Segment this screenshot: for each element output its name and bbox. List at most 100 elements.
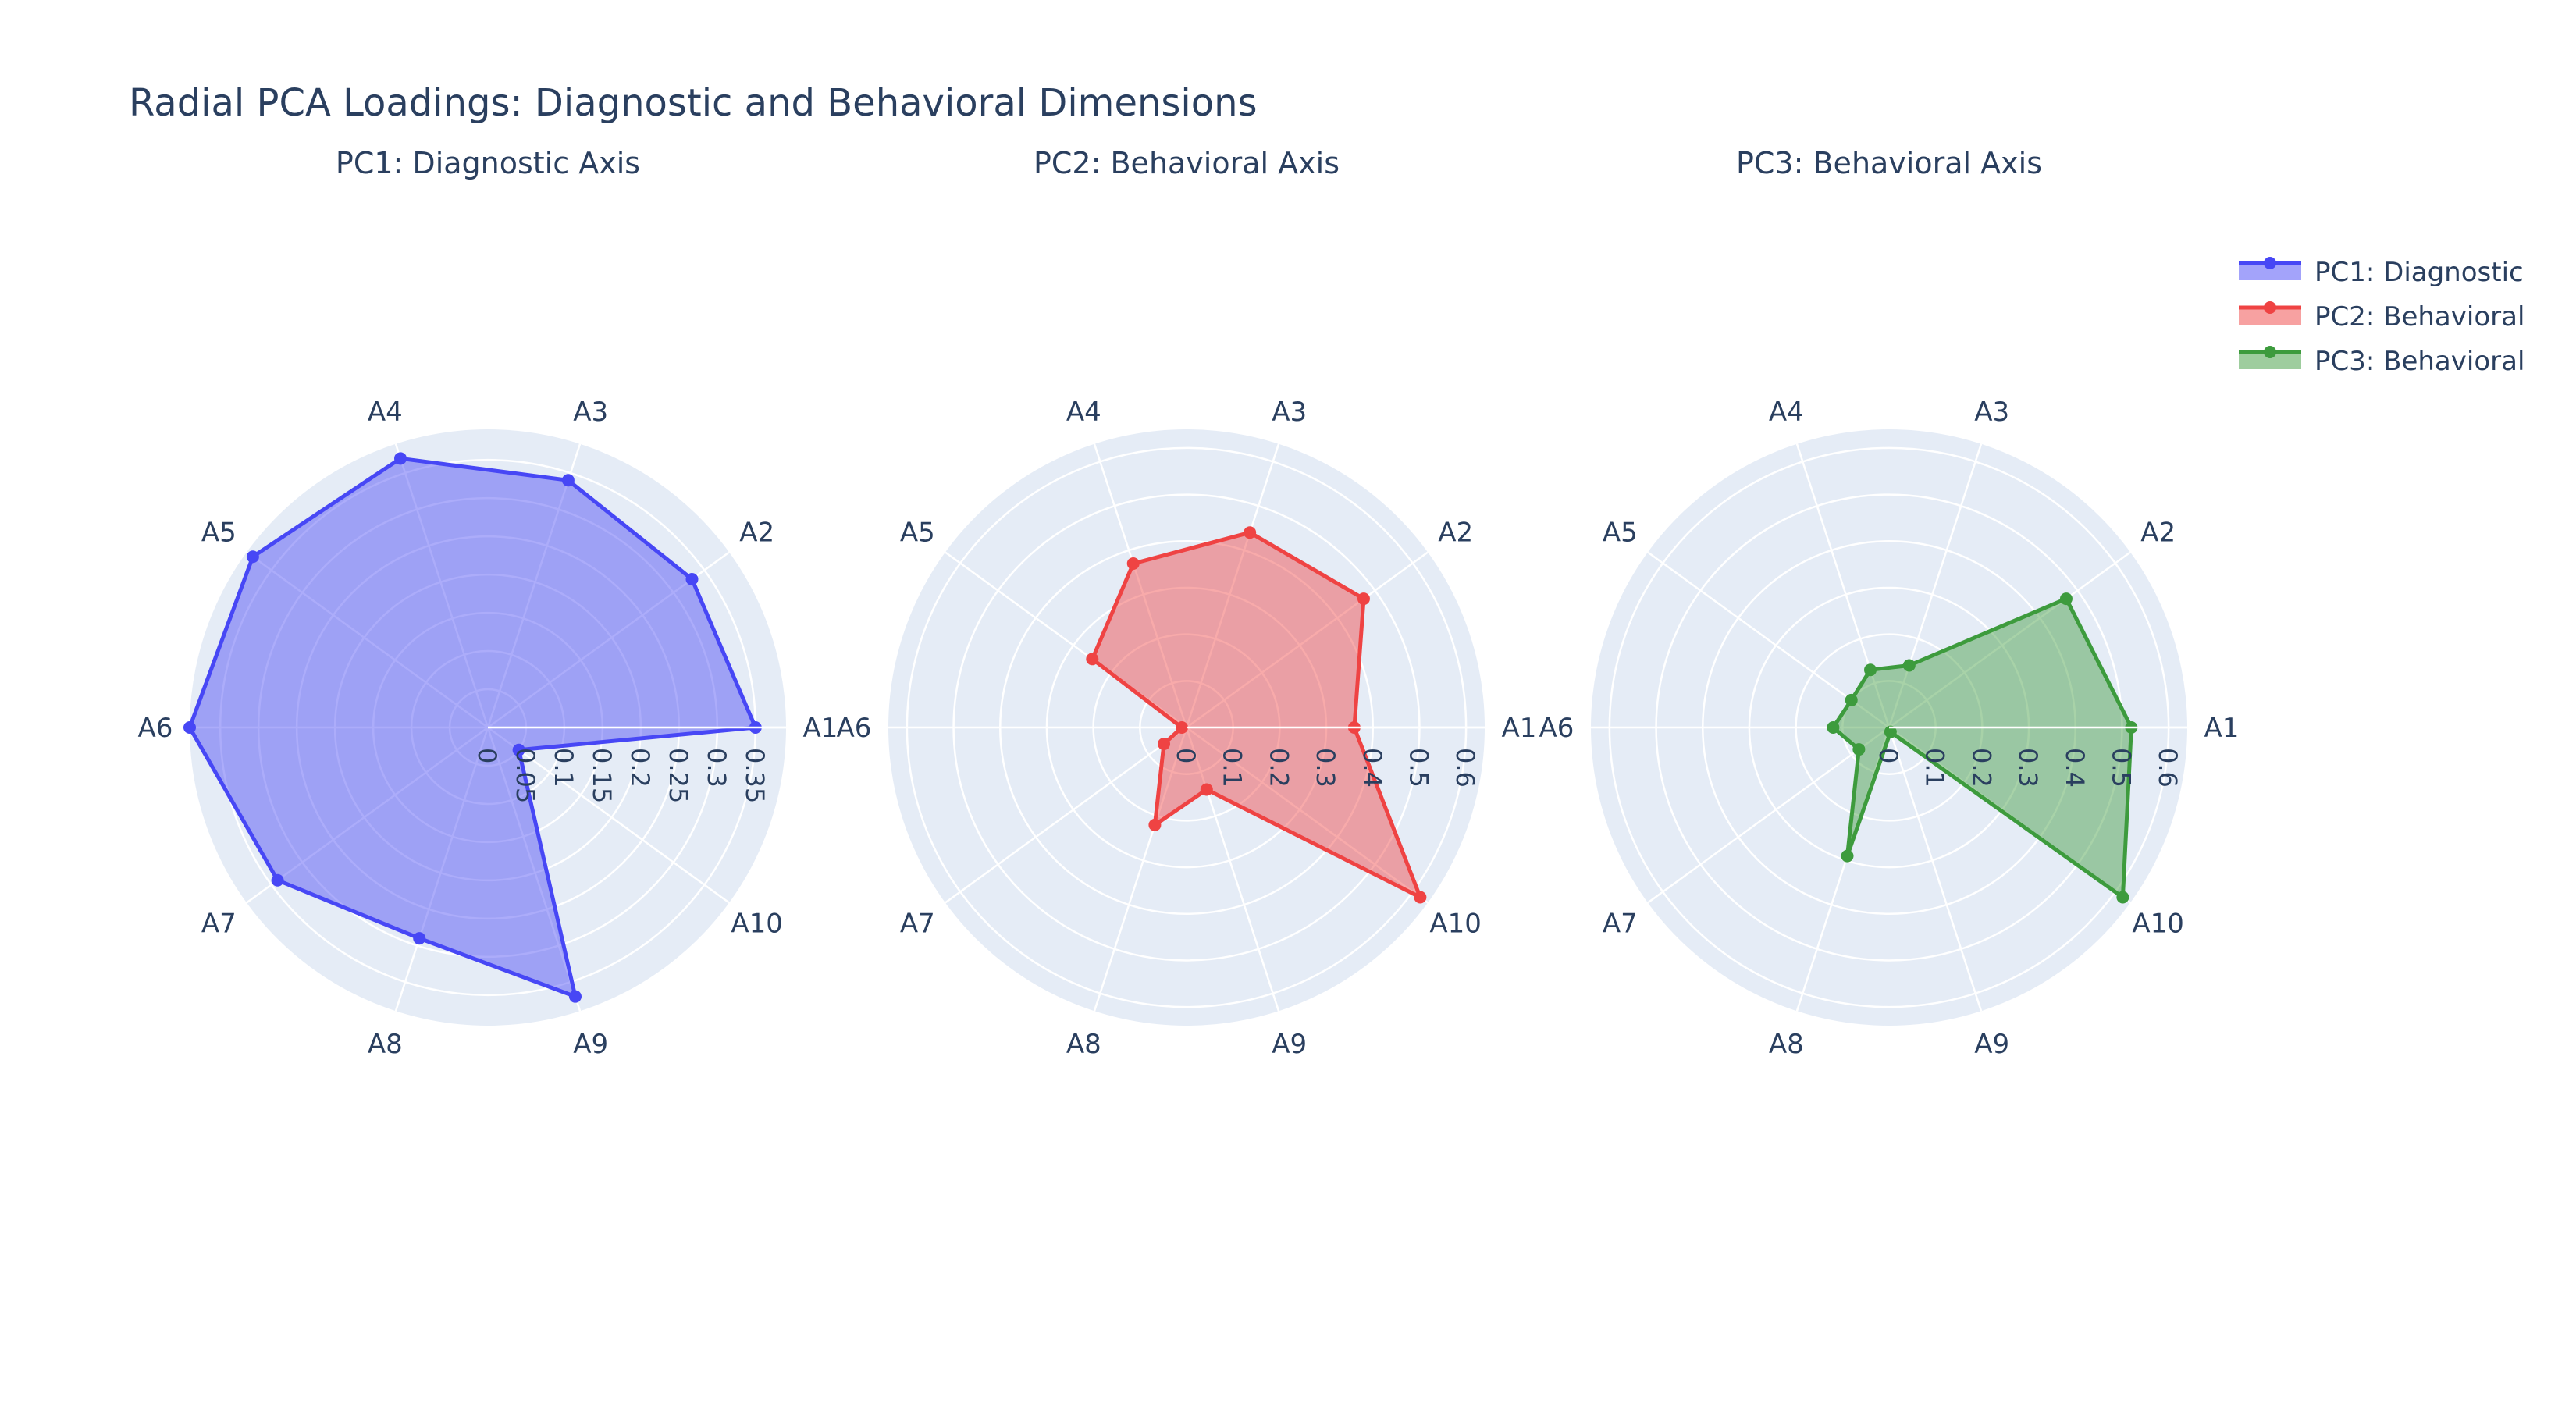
radial-tick-label: 0.5 [1404,748,1433,788]
radial-tick-label: 0.3 [2013,748,2043,788]
angular-gridline [1888,727,1983,1012]
polar-subplot-1: PC1: Diagnostic Axis A1 A2 A3 A4 A5 A6 A7 A8 A9 A1… [138,146,838,1060]
data-point-A2 [1357,592,1370,606]
subplot-title: PC3: Behavioral Axis [1736,146,2042,180]
legend-label: PC2: Behavioral [2314,301,2524,333]
radial-tick-label: 0.6 [2153,748,2183,788]
data-point-A3 [561,474,575,487]
data-point-A6 [1827,721,1840,734]
data-point-A8 [1148,818,1162,831]
angular-tick-label: A5 [900,518,935,549]
data-point-A4 [1864,663,1877,677]
series-area [1833,599,2132,898]
angular-tick-label: A5 [201,518,237,549]
angular-gridline [486,727,582,1012]
data-point-A10 [512,743,525,756]
radial-tick-label: 0.5 [2106,748,2136,788]
angular-tick-label: A6 [138,713,173,744]
angular-tick-label: A2 [2140,518,2176,549]
legend-marker [2264,346,2276,358]
legend-marker [2264,257,2276,269]
angular-tick-label: A1 [2204,713,2240,744]
radial-tick-label: 0.1 [1920,748,1950,788]
radial-tick-label: 0 [1873,748,1903,763]
series-area [190,458,756,997]
angular-tick-label: A8 [1066,1029,1101,1060]
angular-gridline [1186,726,1429,904]
angular-gridline [1185,727,1280,1012]
angular-tick-label: A4 [1066,397,1101,428]
subplot-title: PC2: Behavioral Axis [1034,146,1340,180]
legend-swatch [2239,263,2301,280]
radial-tick-label: 0.6 [1450,748,1480,788]
legend-label: PC1: Diagnostic [2314,257,2524,288]
angular-tick-label: A4 [368,397,403,428]
chart-title: Radial PCA Loadings: Diagnostic and Beha… [129,81,1258,125]
radial-tick-label: 0.25 [664,748,693,803]
angular-gridline [1888,551,2131,729]
data-point-A5 [246,550,259,564]
radial-tick-label: 0.05 [511,748,540,803]
angular-tick-label: A10 [731,908,783,939]
angular-tick-label: A3 [1272,397,1307,428]
angular-tick-label: A10 [2132,908,2184,939]
angular-tick-label: A5 [1603,518,1638,549]
angular-tick-label: A8 [368,1029,403,1060]
data-point-A6 [183,721,196,734]
data-point-A5 [1845,693,1858,706]
polar-subplot-2: PC2: Behavioral Axis A1 A2 A3 A4 A5 A6 A7 A8 A9 A1… [837,146,1537,1060]
data-point-A9 [1200,783,1213,796]
angular-tick-label: A2 [1438,518,1473,549]
angular-gridline [1186,551,1429,729]
data-point-A6 [1176,721,1189,734]
legend-swatch [2239,308,2301,325]
polar-subplot-3: PC3: Behavioral Axis A1 A2 A3 A4 A5 A6 A7 A8 A9 A1… [1539,146,2240,1060]
angular-gridline [486,443,582,728]
angular-gridline [394,443,489,728]
data-point-A2 [685,573,699,586]
angular-gridline [487,726,730,904]
radial-tick-label: 0.2 [1966,748,1996,788]
angular-tick-label: A1 [1502,713,1537,744]
angular-gridline [1185,443,1280,728]
angular-gridline [246,726,489,904]
legend-item[interactable]: PC1: Diagnostic [2239,257,2524,288]
subplot-title: PC1: Diagnostic Axis [336,146,640,180]
data-point-A3 [1902,659,1916,672]
legend-label: PC3: Behavioral [2314,346,2524,377]
angular-gridline [945,726,1187,904]
angular-tick-label: A10 [1429,908,1482,939]
data-point-A4 [394,452,407,465]
data-point-A9 [1884,725,1897,738]
angular-gridline [1888,443,1983,728]
angular-tick-label: A4 [1769,397,1804,428]
angular-tick-label: A7 [900,908,935,939]
angular-tick-label: A9 [573,1029,608,1060]
radial-tick-label: 0.3 [702,748,731,788]
angular-gridline [394,727,489,1012]
angular-tick-label: A8 [1769,1029,1804,1060]
angular-tick-label: A7 [201,908,237,939]
angular-gridline [246,551,489,729]
data-point-A9 [568,990,582,1003]
data-point-A2 [2059,592,2073,606]
data-point-A8 [1841,849,1854,863]
subplots: PC1: Diagnostic Axis A1 A2 A3 A4 A5 A6 A7 A8 A9 A1… [138,146,2240,1060]
angular-gridline [1795,443,1891,728]
angular-gridline [1093,727,1188,1012]
radial-tick-label: 0.35 [740,748,770,803]
data-point-A7 [271,873,284,887]
angular-gridline [1093,443,1188,728]
legend-marker [2264,301,2276,314]
data-point-A5 [1086,653,1099,666]
angular-tick-label: A1 [803,713,838,744]
radial-tick-label: 0 [472,748,502,763]
angular-tick-label: A2 [739,518,774,549]
data-point-A10 [2116,891,2129,904]
legend-item[interactable]: PC2: Behavioral [2239,301,2524,333]
radial-tick-label: 0.3 [1311,748,1340,788]
radial-tick-label: 0.4 [1357,748,1387,788]
legend-item[interactable]: PC3: Behavioral [2239,346,2524,377]
radial-tick-label: 0.2 [1264,748,1293,788]
